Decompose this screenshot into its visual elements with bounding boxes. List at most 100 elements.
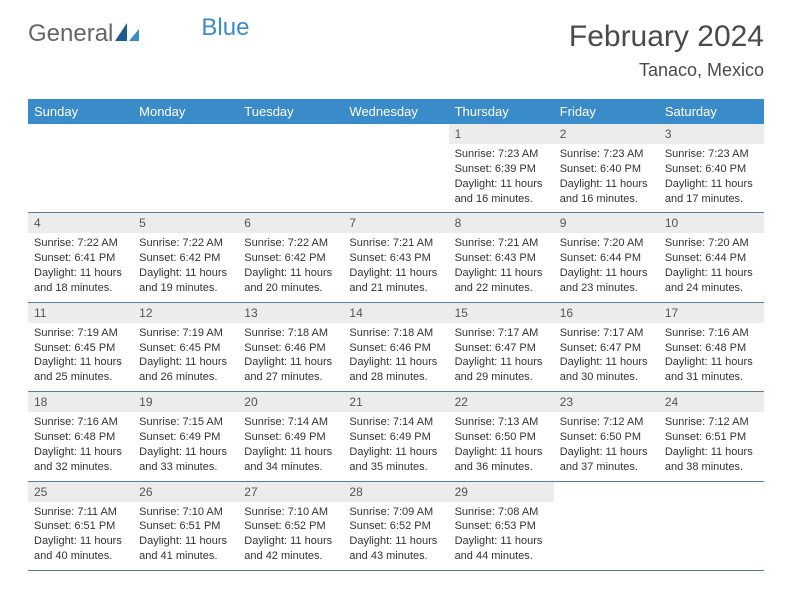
day-number: 21 xyxy=(343,392,448,413)
logo: General Blue xyxy=(28,20,249,48)
day-cell: Sunrise: 7:19 AMSunset: 6:45 PMDaylight:… xyxy=(133,323,238,392)
location: Tanaco, Mexico xyxy=(569,60,764,81)
sunrise-line: Sunrise: 7:12 AM xyxy=(665,415,758,430)
day-number: 8 xyxy=(449,213,554,234)
day-number xyxy=(28,124,133,144)
day-cell: Sunrise: 7:12 AMSunset: 6:50 PMDaylight:… xyxy=(554,412,659,481)
sunrise-line: Sunrise: 7:13 AM xyxy=(455,415,548,430)
day-cell: Sunrise: 7:12 AMSunset: 6:51 PMDaylight:… xyxy=(659,412,764,481)
daylight-line: Daylight: 11 hours and 21 minutes. xyxy=(349,266,442,296)
page-title: February 2024 xyxy=(569,20,764,54)
day-cell: Sunrise: 7:09 AMSunset: 6:52 PMDaylight:… xyxy=(343,502,448,571)
day-number: 7 xyxy=(343,213,448,234)
daylight-line: Daylight: 11 hours and 24 minutes. xyxy=(665,266,758,296)
sunset-line: Sunset: 6:40 PM xyxy=(665,162,758,177)
day-number: 28 xyxy=(343,481,448,502)
day-cell: Sunrise: 7:22 AMSunset: 6:42 PMDaylight:… xyxy=(238,233,343,302)
day-number xyxy=(659,481,764,502)
sunset-line: Sunset: 6:51 PM xyxy=(139,519,232,534)
sunset-line: Sunset: 6:43 PM xyxy=(349,251,442,266)
daylight-line: Daylight: 11 hours and 18 minutes. xyxy=(34,266,127,296)
daylight-line: Daylight: 11 hours and 31 minutes. xyxy=(665,355,758,385)
daylight-line: Daylight: 11 hours and 44 minutes. xyxy=(455,534,548,564)
sunset-line: Sunset: 6:42 PM xyxy=(139,251,232,266)
sunrise-line: Sunrise: 7:22 AM xyxy=(34,236,127,251)
weekday-header: Thursday xyxy=(449,99,554,124)
sunrise-line: Sunrise: 7:17 AM xyxy=(560,326,653,341)
daylight-line: Daylight: 11 hours and 27 minutes. xyxy=(244,355,337,385)
day-cell: Sunrise: 7:20 AMSunset: 6:44 PMDaylight:… xyxy=(659,233,764,302)
sunrise-line: Sunrise: 7:16 AM xyxy=(34,415,127,430)
sunrise-line: Sunrise: 7:21 AM xyxy=(349,236,442,251)
day-number: 10 xyxy=(659,213,764,234)
sunrise-line: Sunrise: 7:11 AM xyxy=(34,505,127,520)
day-number xyxy=(238,124,343,144)
sunrise-line: Sunrise: 7:20 AM xyxy=(665,236,758,251)
daylight-line: Daylight: 11 hours and 22 minutes. xyxy=(455,266,548,296)
sunset-line: Sunset: 6:49 PM xyxy=(244,430,337,445)
day-cell: Sunrise: 7:15 AMSunset: 6:49 PMDaylight:… xyxy=(133,412,238,481)
day-number: 17 xyxy=(659,302,764,323)
day-cell: Sunrise: 7:23 AMSunset: 6:39 PMDaylight:… xyxy=(449,144,554,213)
day-cell xyxy=(28,144,133,213)
day-cell: Sunrise: 7:20 AMSunset: 6:44 PMDaylight:… xyxy=(554,233,659,302)
day-number-row: 45678910 xyxy=(28,213,764,234)
sunrise-line: Sunrise: 7:23 AM xyxy=(560,147,653,162)
sunset-line: Sunset: 6:53 PM xyxy=(455,519,548,534)
daylight-line: Daylight: 11 hours and 32 minutes. xyxy=(34,445,127,475)
daylight-line: Daylight: 11 hours and 35 minutes. xyxy=(349,445,442,475)
day-cell: Sunrise: 7:13 AMSunset: 6:50 PMDaylight:… xyxy=(449,412,554,481)
weekday-header: Sunday xyxy=(28,99,133,124)
day-number-row: 11121314151617 xyxy=(28,302,764,323)
daylight-line: Daylight: 11 hours and 34 minutes. xyxy=(244,445,337,475)
day-cell xyxy=(343,144,448,213)
weekday-header: Friday xyxy=(554,99,659,124)
day-number: 9 xyxy=(554,213,659,234)
day-cell: Sunrise: 7:14 AMSunset: 6:49 PMDaylight:… xyxy=(343,412,448,481)
day-content-row: Sunrise: 7:23 AMSunset: 6:39 PMDaylight:… xyxy=(28,144,764,213)
daylight-line: Daylight: 11 hours and 28 minutes. xyxy=(349,355,442,385)
day-number: 19 xyxy=(133,392,238,413)
sunrise-line: Sunrise: 7:10 AM xyxy=(244,505,337,520)
sunset-line: Sunset: 6:51 PM xyxy=(34,519,127,534)
day-content-row: Sunrise: 7:11 AMSunset: 6:51 PMDaylight:… xyxy=(28,502,764,571)
day-content-row: Sunrise: 7:19 AMSunset: 6:45 PMDaylight:… xyxy=(28,323,764,392)
day-cell: Sunrise: 7:16 AMSunset: 6:48 PMDaylight:… xyxy=(659,323,764,392)
day-cell: Sunrise: 7:16 AMSunset: 6:48 PMDaylight:… xyxy=(28,412,133,481)
day-cell xyxy=(133,144,238,213)
day-number: 20 xyxy=(238,392,343,413)
day-cell xyxy=(659,502,764,571)
daylight-line: Daylight: 11 hours and 19 minutes. xyxy=(139,266,232,296)
day-number-row: 18192021222324 xyxy=(28,392,764,413)
daylight-line: Daylight: 11 hours and 16 minutes. xyxy=(455,177,548,207)
sunset-line: Sunset: 6:52 PM xyxy=(349,519,442,534)
day-number: 26 xyxy=(133,481,238,502)
day-cell: Sunrise: 7:18 AMSunset: 6:46 PMDaylight:… xyxy=(238,323,343,392)
day-cell: Sunrise: 7:11 AMSunset: 6:51 PMDaylight:… xyxy=(28,502,133,571)
day-cell: Sunrise: 7:08 AMSunset: 6:53 PMDaylight:… xyxy=(449,502,554,571)
sunrise-line: Sunrise: 7:14 AM xyxy=(244,415,337,430)
day-cell: Sunrise: 7:14 AMSunset: 6:49 PMDaylight:… xyxy=(238,412,343,481)
daylight-line: Daylight: 11 hours and 20 minutes. xyxy=(244,266,337,296)
sunset-line: Sunset: 6:51 PM xyxy=(665,430,758,445)
sunrise-line: Sunrise: 7:18 AM xyxy=(349,326,442,341)
logo-text-blue: Blue xyxy=(201,14,249,42)
sunset-line: Sunset: 6:43 PM xyxy=(455,251,548,266)
day-number: 5 xyxy=(133,213,238,234)
sunrise-line: Sunrise: 7:22 AM xyxy=(244,236,337,251)
sunset-line: Sunset: 6:44 PM xyxy=(560,251,653,266)
day-number: 29 xyxy=(449,481,554,502)
daylight-line: Daylight: 11 hours and 26 minutes. xyxy=(139,355,232,385)
sunset-line: Sunset: 6:40 PM xyxy=(560,162,653,177)
daylight-line: Daylight: 11 hours and 40 minutes. xyxy=(34,534,127,564)
day-cell: Sunrise: 7:10 AMSunset: 6:52 PMDaylight:… xyxy=(238,502,343,571)
weekday-header: Tuesday xyxy=(238,99,343,124)
sunset-line: Sunset: 6:48 PM xyxy=(34,430,127,445)
day-content-row: Sunrise: 7:22 AMSunset: 6:41 PMDaylight:… xyxy=(28,233,764,302)
sunset-line: Sunset: 6:45 PM xyxy=(34,341,127,356)
daylight-line: Daylight: 11 hours and 25 minutes. xyxy=(34,355,127,385)
calendar-body: 123 Sunrise: 7:23 AMSunset: 6:39 PMDayli… xyxy=(28,124,764,570)
sunrise-line: Sunrise: 7:17 AM xyxy=(455,326,548,341)
sunrise-line: Sunrise: 7:22 AM xyxy=(139,236,232,251)
sunrise-line: Sunrise: 7:23 AM xyxy=(665,147,758,162)
